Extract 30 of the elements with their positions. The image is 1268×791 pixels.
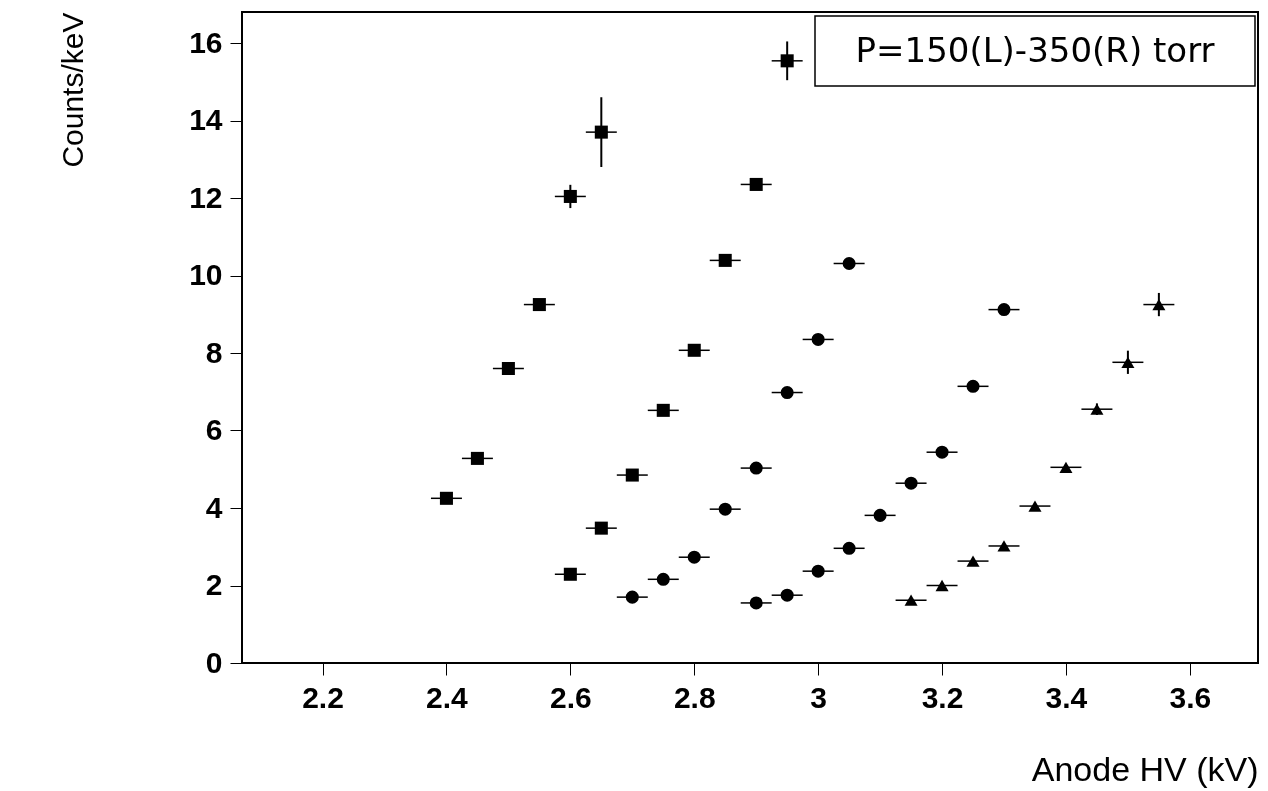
x-tick-label: 3.4 [1045, 680, 1088, 714]
y-tick-label: 2 [205, 568, 223, 601]
y-tick-label: 12 [189, 180, 223, 214]
annotation: P=150(L)-350(R) torr [855, 30, 1215, 70]
point [749, 177, 763, 191]
point [563, 567, 577, 581]
y-axis-title: Counts/keV [56, 12, 90, 168]
y-tick-label: 8 [205, 335, 223, 369]
point [439, 491, 453, 505]
point [718, 253, 732, 267]
x-tick-label: 2.2 [302, 680, 344, 714]
y-tick-label: 0 [205, 645, 223, 679]
y-tick-label: 6 [205, 413, 223, 446]
x-tick-label: 3.2 [921, 680, 964, 714]
point [501, 361, 515, 376]
point [1059, 461, 1073, 473]
x-tick-label: 2.4 [426, 680, 469, 714]
y-tick-label: 14 [189, 103, 223, 136]
x-tick-label: 3 [810, 680, 827, 714]
point [532, 298, 546, 312]
x-tick-label: 2.8 [673, 680, 716, 714]
point [470, 451, 484, 465]
x-axis-title: Anode HV (kV) [1031, 749, 1259, 788]
y-tick-label: 16 [189, 25, 223, 59]
x-tick-label: 3.6 [1169, 680, 1212, 714]
point [656, 403, 670, 417]
x-tick-label: 2.6 [549, 680, 592, 714]
point [687, 343, 701, 357]
y-tick-label: 10 [189, 258, 223, 291]
y-tick-label: 4 [205, 490, 223, 524]
